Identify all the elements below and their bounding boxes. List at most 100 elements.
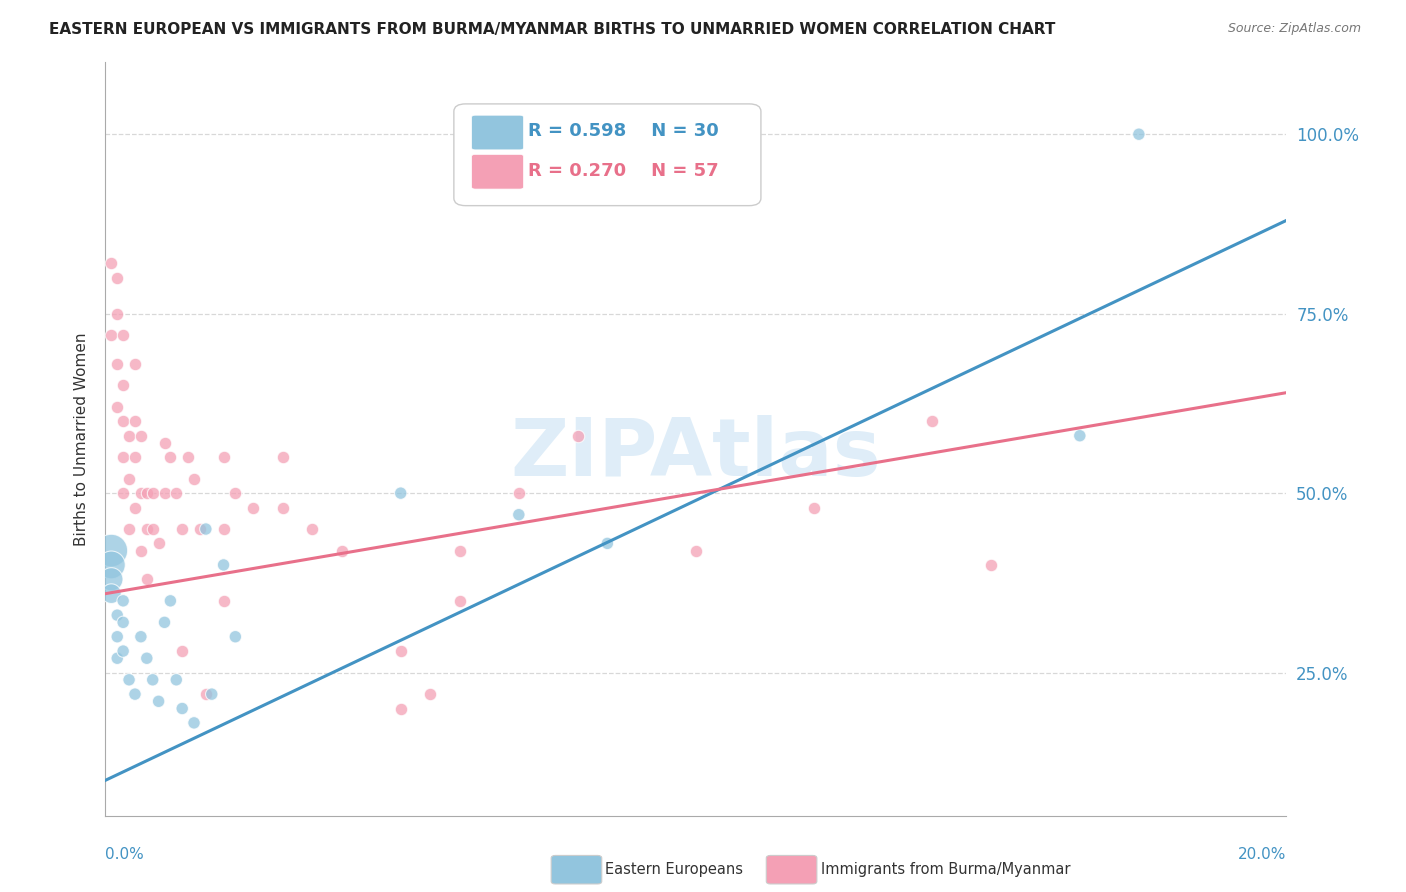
Point xyxy=(188,522,211,536)
Point xyxy=(124,357,146,371)
Point xyxy=(105,651,128,665)
Point xyxy=(112,486,135,500)
Point xyxy=(419,687,441,701)
Point xyxy=(135,522,157,536)
Text: 0.0%: 0.0% xyxy=(105,847,145,862)
Point xyxy=(159,594,181,608)
Point xyxy=(129,630,152,644)
Point xyxy=(105,608,128,623)
Point xyxy=(153,436,176,450)
Point xyxy=(172,644,194,658)
Point xyxy=(124,414,146,428)
Point xyxy=(100,572,122,586)
Point xyxy=(129,486,152,500)
Point xyxy=(389,486,412,500)
Point xyxy=(118,472,141,486)
Point xyxy=(194,522,217,536)
Point xyxy=(1069,428,1091,442)
Point xyxy=(201,687,224,701)
Point xyxy=(172,701,194,715)
Point xyxy=(100,558,122,572)
Point xyxy=(124,500,146,515)
Point xyxy=(100,543,122,558)
Point xyxy=(105,357,128,371)
Point xyxy=(112,328,135,343)
Point xyxy=(567,428,589,442)
FancyBboxPatch shape xyxy=(471,154,523,189)
Point xyxy=(224,630,246,644)
Point xyxy=(129,543,152,558)
Point xyxy=(449,543,471,558)
Point xyxy=(183,715,205,730)
Point xyxy=(921,414,943,428)
Point xyxy=(1128,127,1150,141)
Point xyxy=(330,543,353,558)
Point xyxy=(153,486,176,500)
Text: 20.0%: 20.0% xyxy=(1239,847,1286,862)
Point xyxy=(508,508,530,522)
Point xyxy=(389,701,412,715)
Point xyxy=(212,558,235,572)
Point xyxy=(118,428,141,442)
Text: Eastern Europeans: Eastern Europeans xyxy=(605,863,742,877)
Point xyxy=(165,486,187,500)
Point xyxy=(212,522,235,536)
Text: ZIPAtlas: ZIPAtlas xyxy=(510,416,882,493)
Point xyxy=(508,486,530,500)
Text: EASTERN EUROPEAN VS IMMIGRANTS FROM BURMA/MYANMAR BIRTHS TO UNMARRIED WOMEN CORR: EASTERN EUROPEAN VS IMMIGRANTS FROM BURM… xyxy=(49,22,1056,37)
Point xyxy=(142,486,165,500)
Point xyxy=(118,673,141,687)
FancyBboxPatch shape xyxy=(454,103,761,206)
Point xyxy=(112,644,135,658)
Point xyxy=(980,558,1002,572)
Point xyxy=(112,615,135,630)
Y-axis label: Births to Unmarried Women: Births to Unmarried Women xyxy=(73,333,89,546)
Point xyxy=(165,673,187,687)
Point xyxy=(142,673,165,687)
Point xyxy=(194,687,217,701)
Point xyxy=(100,256,122,270)
Point xyxy=(148,536,170,550)
Point xyxy=(124,687,146,701)
FancyBboxPatch shape xyxy=(471,115,523,150)
Point xyxy=(124,450,146,465)
Point xyxy=(183,472,205,486)
Point xyxy=(135,651,157,665)
Text: Immigrants from Burma/Myanmar: Immigrants from Burma/Myanmar xyxy=(821,863,1070,877)
Point xyxy=(271,500,294,515)
Point xyxy=(224,486,246,500)
Point xyxy=(135,572,157,586)
Point xyxy=(105,630,128,644)
Point xyxy=(112,378,135,392)
Point xyxy=(105,270,128,285)
Text: R = 0.598    N = 30: R = 0.598 N = 30 xyxy=(529,122,718,140)
Point xyxy=(105,307,128,321)
Point xyxy=(242,500,264,515)
Point xyxy=(118,522,141,536)
Point xyxy=(142,522,165,536)
Text: Source: ZipAtlas.com: Source: ZipAtlas.com xyxy=(1227,22,1361,36)
Point xyxy=(112,414,135,428)
Point xyxy=(212,450,235,465)
Point xyxy=(112,594,135,608)
Point xyxy=(153,615,176,630)
Point xyxy=(301,522,323,536)
Point xyxy=(449,594,471,608)
Point xyxy=(177,450,200,465)
Point xyxy=(172,522,194,536)
Point xyxy=(112,450,135,465)
Point xyxy=(212,594,235,608)
Point xyxy=(803,500,825,515)
Point xyxy=(271,450,294,465)
Point xyxy=(129,428,152,442)
Point xyxy=(148,694,170,708)
Point xyxy=(100,587,122,601)
Text: R = 0.270    N = 57: R = 0.270 N = 57 xyxy=(529,162,718,180)
Point xyxy=(389,644,412,658)
Point xyxy=(105,400,128,414)
Point xyxy=(135,486,157,500)
Point xyxy=(159,450,181,465)
Point xyxy=(596,536,619,550)
Point xyxy=(100,328,122,343)
Point xyxy=(685,543,707,558)
